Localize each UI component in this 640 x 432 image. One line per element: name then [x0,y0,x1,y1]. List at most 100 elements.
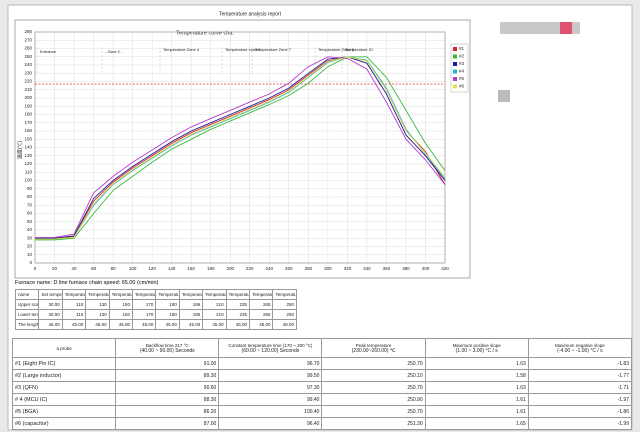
cell: 130 [85,299,110,310]
header-row: a probe Backflow time 217 °C (40.00 ~ 90.0… [11,338,633,358]
cell: 90.60 [115,381,220,394]
cell: -1.86 [527,405,633,418]
furnace-info: Furnace name: D line furnace chain speed… [15,280,159,286]
x-tick-label: 320 [344,266,352,271]
cell: 88.30 [115,393,220,406]
x-tick-label: 60 [91,266,97,271]
cell: 1.58 [424,369,529,382]
cell: 86.20 [115,405,220,418]
cell: #2 (Large inductor) [11,369,117,382]
x-tick-label: 340 [363,266,371,271]
x-tick-label: 40 [72,266,78,271]
header-cell: Set temperature zone 1 [38,289,63,300]
cell: #1 (Eight Pin IC) [11,357,117,370]
y-tick-label: 250 [24,54,32,59]
cell: 210 [202,299,227,310]
column-title: Maximum positive slope [452,342,501,348]
cell: 1.61 [424,405,529,418]
cell: 1.63 [424,357,529,370]
cell: 170 [132,309,157,320]
cell: 250 [272,299,297,310]
cell: 45.00 [132,319,157,330]
cell: 45.00 [38,319,63,330]
x-tick-label: 260 [285,266,293,271]
legend-label: #6 [459,84,465,89]
cell: 195 [178,299,204,310]
zone-label: Temperature zone 6 [225,47,261,52]
cell: 91.00 [115,357,220,370]
series-line [35,56,446,241]
row: # 4 (MCU IC) 88.30 99.40 250.90 1.61 -1.97 [11,393,633,406]
legend-swatch [453,77,457,81]
zone-label: Entrance [40,49,57,54]
y-tick-label: 270 [24,37,32,42]
y-axis-label: 温度(℃) [16,141,23,160]
plot-border [34,31,446,264]
cell: 99.50 [218,369,323,382]
x-tick-label: 100 [129,266,137,271]
cell: 150 [108,309,134,320]
y-tick-label: 190 [24,103,32,108]
header-cell: Temperature zone 4 [108,289,134,300]
row: #3 (QFN) 90.60 97.30 250.70 1.63 -1.71 [11,381,633,394]
y-tick-label: 120 [24,161,32,166]
cell: 195 [178,309,204,320]
legend-label: #3 [459,61,465,66]
cell: 235 [225,299,251,310]
column-range: (-4.00 ~ -1.00) °C / s [557,347,603,354]
cell: 251.30 [321,417,426,430]
row: #5 (BGA) 86.20 100.40 250.70 1.61 -1.86 [11,405,633,418]
header-cell: name [14,289,40,300]
legend-swatch [453,69,457,74]
column-range: (230.00~260.00) ℃ [351,347,396,354]
cell: 180 [155,299,180,310]
y-tick-label: 160 [24,128,32,133]
header-cell: Maximum positive slope (1.00 ~ 3.00) °C /… [424,338,529,358]
legend-label: #4 [459,69,465,74]
chart-frame [14,19,471,279]
cell: -1.77 [527,369,633,382]
cell: 45.00 [272,319,297,330]
y-tick-label: 170 [24,120,32,125]
cell: 45.00 [178,319,204,330]
blurred-block [498,90,510,102]
x-tick-label: 160 [187,266,195,271]
cell: -1.97 [527,393,633,406]
legend-label: #1 [459,46,465,51]
column-title: Constant temperature time (170 ~ 200 °C) [228,342,313,348]
y-tick-label: 70 [27,202,33,207]
cell: The length of the temperature zone [14,319,40,330]
cell: 1.63 [424,381,529,394]
cell: 45.00 [85,319,110,330]
y-tick-label: 30 [27,235,33,240]
column-range: (1.00 ~ 3.00) °C / s [455,347,498,354]
x-tick-label: 80 [111,266,117,271]
y-tick-label: 240 [24,62,32,67]
cell: -1.83 [527,357,633,370]
x-tick-label: 140 [168,266,176,271]
header-cell: Peak temperature (230.00~260.00) ℃ [321,338,426,358]
cell: 170 [132,299,157,310]
cell: 250.70 [321,381,426,394]
x-tick-label: 300 [324,266,332,271]
legend-swatch [453,84,457,89]
cell: 150 [108,299,134,310]
cell: 110 [61,309,87,320]
cell: 30.00 [38,309,63,320]
row: Upper scale zone30.001101301501701801952… [14,299,297,310]
cell: 250.70 [321,357,426,370]
legend-swatch [453,47,457,51]
cell: 45.00 [108,319,134,330]
cell: 250.10 [321,369,426,382]
series-line [35,56,446,238]
cell: 96.70 [218,357,323,370]
x-tick-label: 180 [207,266,215,271]
header-cell: Temperature zone 8 [202,289,227,300]
x-tick-label: 420 [441,266,449,271]
series-line [35,56,446,240]
x-tick-label: 240 [266,266,274,271]
y-tick-label: 0 [29,260,32,265]
cell: 110 [61,299,87,310]
x-tick-label: 380 [402,266,410,271]
